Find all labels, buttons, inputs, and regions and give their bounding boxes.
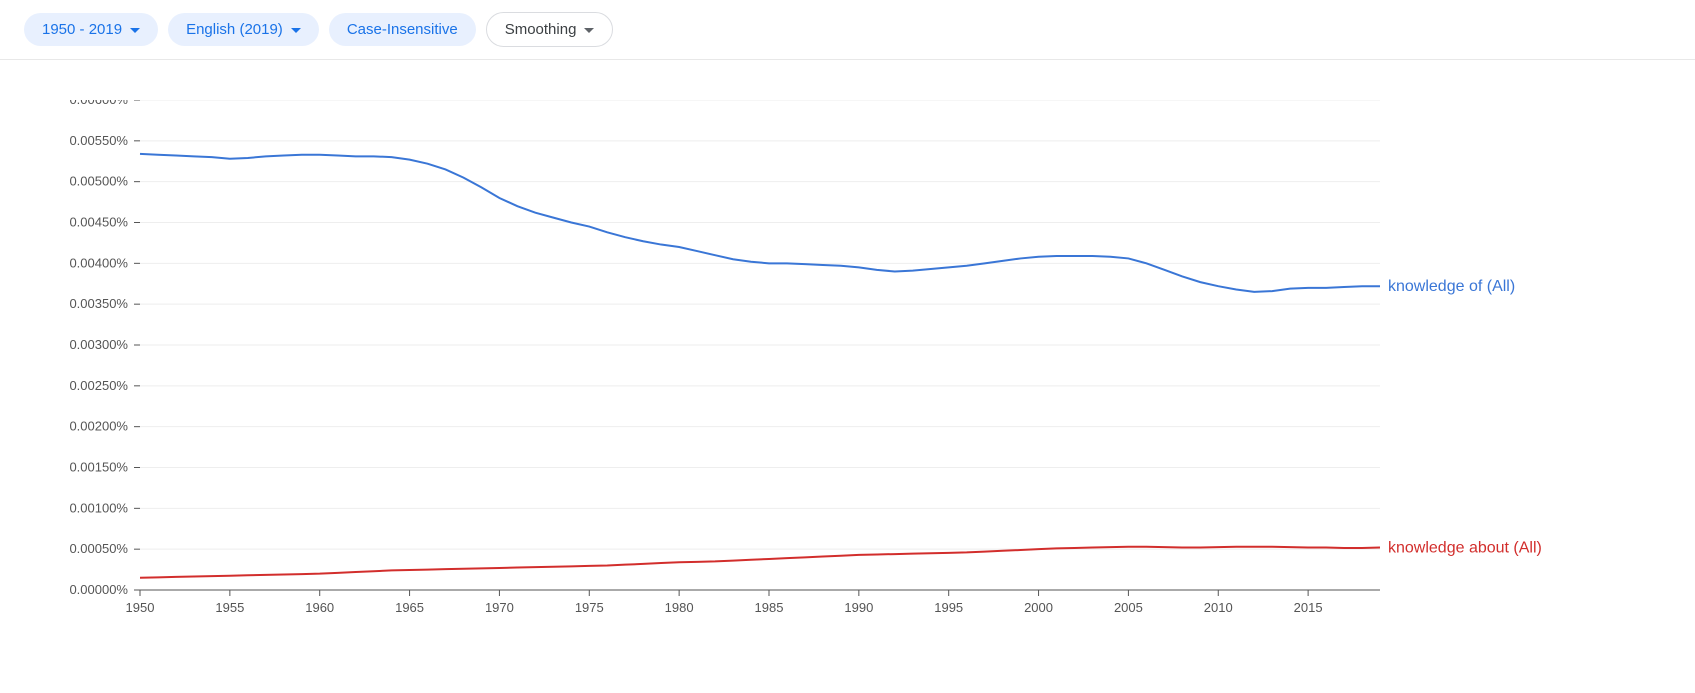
chevron-down-icon: [130, 28, 140, 33]
y-axis-label: 0.00150%: [69, 460, 128, 475]
x-axis-label: 1955: [215, 600, 244, 615]
year-range-label: 1950 - 2019: [42, 21, 122, 38]
y-axis-label: 0.00550%: [69, 133, 128, 148]
y-axis-label: 0.00000%: [69, 582, 128, 597]
x-axis-label: 1980: [665, 600, 694, 615]
ngram-chart: 0.00000% 0.00050% 0.00100% 0.00150% 0.00200%…: [0, 60, 1695, 680]
x-axis-label: 1995: [934, 600, 963, 615]
series-label[interactable]: knowledge about (All): [1388, 540, 1542, 557]
y-axis-label: 0.00250%: [69, 378, 128, 393]
y-axis-label: 0.00400%: [69, 255, 128, 270]
series-label[interactable]: knowledge of (All): [1388, 278, 1515, 295]
corpus-dropdown[interactable]: English (2019): [168, 13, 319, 46]
y-axis-label: 0.00350%: [69, 296, 128, 311]
case-label: Case-Insensitive: [347, 21, 458, 38]
y-axis-label: 0.00500%: [69, 174, 128, 189]
chevron-down-icon: [291, 28, 301, 33]
x-axis-label: 2015: [1294, 600, 1323, 615]
y-axis-label: 0.00450%: [69, 215, 128, 230]
y-axis-label: 0.00300%: [69, 337, 128, 352]
filter-toolbar: 1950 - 2019 English (2019) Case-Insensit…: [0, 0, 1695, 60]
y-axis-label: 0.00100%: [69, 500, 128, 515]
case-toggle[interactable]: Case-Insensitive: [329, 13, 476, 46]
x-axis-label: 1975: [575, 600, 604, 615]
x-axis-label: 1950: [126, 600, 155, 615]
smoothing-dropdown[interactable]: Smoothing: [486, 12, 614, 47]
x-axis-label: 2005: [1114, 600, 1143, 615]
x-axis-label: 1965: [395, 600, 424, 615]
x-axis-label: 1960: [305, 600, 334, 615]
y-axis-label: 0.00200%: [69, 419, 128, 434]
y-axis-label: 0.00050%: [69, 541, 128, 556]
smoothing-label: Smoothing: [505, 21, 577, 38]
chevron-down-icon: [584, 28, 594, 33]
x-axis-label: 1990: [844, 600, 873, 615]
x-axis-label: 2010: [1204, 600, 1233, 615]
series-line[interactable]: [140, 547, 1380, 578]
corpus-label: English (2019): [186, 21, 283, 38]
x-axis-label: 2000: [1024, 600, 1053, 615]
y-axis-label: 0.00600%: [69, 100, 128, 107]
x-axis-label: 1970: [485, 600, 514, 615]
year-range-dropdown[interactable]: 1950 - 2019: [24, 13, 158, 46]
x-axis-label: 1985: [755, 600, 784, 615]
